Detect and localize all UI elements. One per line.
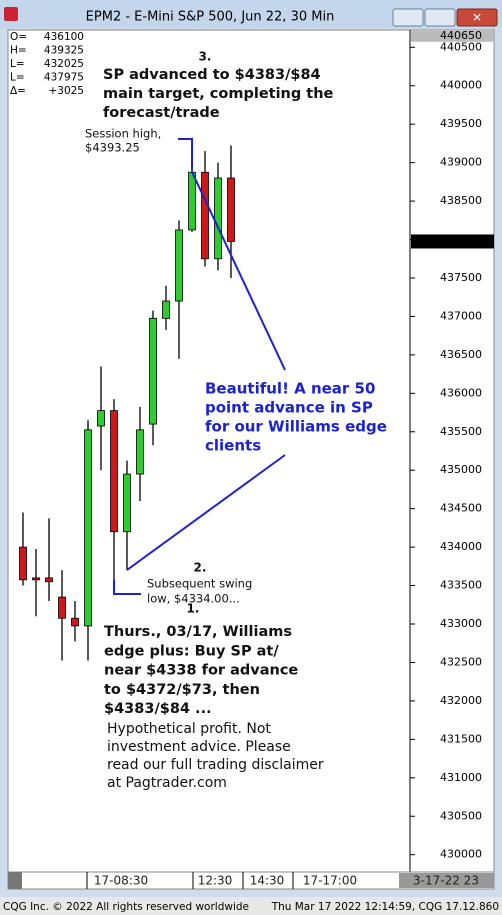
time-axis-scroll[interactable]	[8, 872, 22, 889]
annotation-text: edge plus: Buy SP at/	[104, 643, 279, 659]
candle-body	[149, 317, 157, 425]
y-tick-label: 435500	[440, 425, 482, 438]
annotation-text: Beautiful! A near 50	[205, 380, 375, 398]
y-tick-label: 437500	[440, 271, 482, 284]
annotation-text: $4393.25	[85, 141, 140, 155]
candle-body	[58, 596, 66, 619]
minimize-button[interactable]	[392, 8, 424, 27]
candle-body	[188, 171, 196, 231]
candle-body	[136, 429, 144, 475]
header-label: H=	[10, 45, 27, 57]
footer-right: Thu Mar 17 2022 12:14:59, CQG 17.12.860	[271, 901, 499, 913]
connector	[126, 454, 286, 571]
step-number: 2.	[194, 561, 207, 575]
y-tick-label: 436000	[440, 386, 482, 399]
connector	[191, 171, 286, 371]
candle-body	[214, 177, 222, 260]
y-tick-label: 439500	[440, 117, 482, 130]
header-label: O=	[10, 31, 27, 43]
candle-body	[32, 577, 40, 581]
connector	[113, 580, 141, 595]
y-tick-label: 431000	[440, 771, 482, 784]
header-value: 432025	[44, 58, 84, 70]
header-value: 436100	[44, 31, 84, 43]
y-tick-label: 440500	[440, 40, 482, 53]
annotation-text: forecast/trade	[103, 105, 220, 121]
header-label: Δ=	[10, 85, 26, 97]
header-value: 439325	[44, 45, 84, 57]
candle-body	[71, 617, 79, 627]
annotation-text: Thurs., 03/17, Williams	[104, 624, 292, 640]
candle-body	[84, 429, 92, 627]
candle-body	[227, 177, 235, 242]
connector	[178, 138, 193, 170]
annotation-text: low, $4334.00...	[147, 592, 240, 606]
y-tick-label: 430500	[440, 809, 482, 822]
step-number: 3.	[199, 50, 212, 64]
candle-body	[162, 300, 170, 319]
last-price-label: 437975	[440, 234, 482, 247]
top-price-label: 440650	[440, 29, 482, 42]
annotation-text: main target, completing the	[103, 86, 334, 102]
time-label: 17-08:30	[94, 874, 148, 888]
annotation-text: to $4372/$73, then	[104, 682, 260, 698]
close-icon: ✕	[472, 11, 482, 25]
disclaimer-text: at Pagtrader.com	[107, 775, 227, 791]
candle-body	[201, 171, 209, 260]
time-label: 14:30	[250, 874, 285, 888]
candle-body	[19, 546, 27, 581]
y-tick-label: 433500	[440, 579, 482, 592]
header-label: L=	[10, 72, 25, 84]
y-tick-label: 436500	[440, 348, 482, 361]
app-icon	[4, 7, 18, 21]
maximize-button[interactable]	[424, 8, 456, 27]
annotation-text: clients	[205, 437, 261, 455]
y-tick-label: 435000	[440, 463, 482, 476]
candle-body	[123, 473, 131, 533]
annotation-text: point advance in SP	[205, 399, 373, 417]
close-button[interactable]	[456, 8, 498, 27]
candle-body	[175, 229, 183, 302]
header-label: L=	[10, 58, 25, 70]
annotation-text: near $4338 for advance	[104, 663, 298, 679]
y-tick-label: 433000	[440, 617, 482, 630]
y-tick-label: 431500	[440, 732, 482, 745]
y-tick-label: 434500	[440, 502, 482, 515]
disclaimer-text: Hypothetical profit. Not	[107, 721, 271, 737]
annotation-text: $4383/$84 ...	[104, 701, 212, 717]
step-number: 1.	[187, 602, 200, 616]
time-label: 17-17:00	[303, 874, 357, 888]
y-tick-label: 432500	[440, 655, 482, 668]
header-value: 437975	[44, 72, 84, 84]
y-tick-label: 440000	[440, 79, 482, 92]
y-tick-label: 432000	[440, 694, 482, 707]
time-axis-end-box	[399, 873, 494, 888]
disclaimer-text: read our full trading disclaimer	[107, 757, 324, 773]
candle-body	[110, 410, 118, 533]
disclaimer-text: investment advice. Please	[107, 739, 291, 755]
y-tick-label: 434000	[440, 540, 482, 553]
y-tick-label: 437000	[440, 309, 482, 322]
y-tick-label: 438500	[440, 194, 482, 207]
time-label: 12:30	[198, 874, 233, 888]
status-bar	[0, 897, 502, 915]
annotation-text: Session high,	[85, 127, 161, 141]
annotation-text: for our Williams edge	[205, 418, 387, 436]
y-tick-label: 430000	[440, 848, 482, 861]
y-tick-label: 439000	[440, 156, 482, 169]
candle-body	[45, 577, 53, 583]
annotation-text: Subsequent swing	[147, 577, 252, 591]
time-label: 3-17-22 23	[413, 874, 479, 888]
candle-body	[97, 410, 105, 427]
window-title: EPM2 - E-Mini S&P 500, Jun 22, 30 Min	[86, 10, 335, 25]
header-value: +3025	[48, 85, 84, 97]
footer-left: CQG Inc. © 2022 All rights reserved worl…	[3, 901, 249, 913]
top-price-box	[411, 31, 494, 42]
last-price-box	[411, 234, 494, 249]
annotation-text: SP advanced to $4383/$84	[103, 67, 321, 83]
